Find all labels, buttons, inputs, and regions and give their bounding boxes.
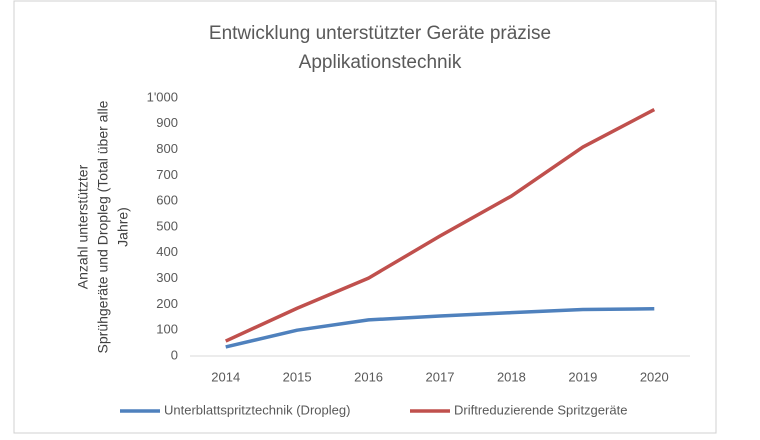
- y-axis-title: Jahre): [115, 207, 131, 247]
- chart-frame: [13, 0, 717, 434]
- y-tick-label: 800: [156, 141, 178, 156]
- y-tick-label: 600: [156, 193, 178, 208]
- y-tick-label: 100: [156, 322, 178, 337]
- x-tick-label: 2015: [283, 369, 312, 384]
- y-tick-label: 300: [156, 270, 178, 285]
- chart-title: Applikationstechnik: [299, 52, 462, 73]
- series-line: [224, 108, 656, 343]
- x-tick-label: 2019: [568, 369, 597, 384]
- y-tick-label: 1'000: [147, 89, 178, 104]
- legend-label: Driftreduzierende Spritzgeräte: [454, 402, 627, 417]
- chart-title: Entwicklung unterstützter Geräte präzise: [209, 23, 551, 44]
- x-tick-label: 2016: [354, 369, 383, 384]
- y-tick-label: 500: [156, 218, 178, 233]
- series-line: [225, 307, 655, 349]
- x-tick-label: 2014: [211, 369, 240, 384]
- y-axis-title: Anzahl unterstützter: [75, 164, 91, 289]
- x-tick-label: 2020: [640, 369, 669, 384]
- y-tick-label: 0: [171, 347, 178, 362]
- y-tick-label: 900: [156, 115, 178, 130]
- y-axis-title: Sprühgeräte und Dropleg (Total über alle: [95, 100, 111, 353]
- y-tick-label: 400: [156, 244, 178, 259]
- y-tick-label: 700: [156, 167, 178, 182]
- y-tick-label: 200: [156, 296, 178, 311]
- legend-label: Unterblattspritztechnik (Dropleg): [164, 402, 350, 417]
- x-tick-label: 2017: [426, 369, 455, 384]
- x-tick-label: 2018: [497, 369, 526, 384]
